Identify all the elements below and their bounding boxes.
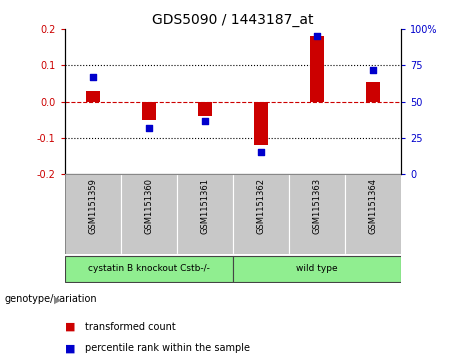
Text: GSM1151361: GSM1151361 — [200, 178, 209, 234]
Text: cystatin B knockout Cstb-/-: cystatin B knockout Cstb-/- — [88, 264, 210, 273]
Text: ■: ■ — [65, 322, 75, 332]
Bar — [121, 174, 177, 254]
Title: GDS5090 / 1443187_at: GDS5090 / 1443187_at — [152, 13, 313, 26]
Text: GSM1151364: GSM1151364 — [368, 178, 378, 234]
Text: wild type: wild type — [296, 264, 338, 273]
Text: percentile rank within the sample: percentile rank within the sample — [85, 343, 250, 354]
Point — [201, 118, 208, 123]
Point — [257, 150, 265, 155]
Text: genotype/variation: genotype/variation — [5, 294, 97, 305]
Bar — [345, 174, 401, 254]
Bar — [254, 102, 268, 145]
Text: GSM1151360: GSM1151360 — [144, 178, 153, 234]
Text: GSM1151363: GSM1151363 — [313, 178, 321, 234]
Bar — [65, 256, 233, 282]
Bar — [366, 82, 380, 102]
Point — [89, 74, 96, 80]
Text: GSM1151359: GSM1151359 — [88, 178, 97, 234]
Bar — [310, 36, 324, 102]
Bar — [86, 91, 100, 102]
Text: GSM1151362: GSM1151362 — [256, 178, 266, 234]
Bar — [65, 174, 121, 254]
Point — [145, 125, 152, 131]
Point — [369, 67, 377, 73]
Bar — [198, 102, 212, 116]
Bar — [233, 256, 401, 282]
Point — [313, 33, 321, 39]
Bar — [142, 102, 156, 120]
Bar — [177, 174, 233, 254]
Bar — [289, 174, 345, 254]
Bar — [233, 174, 289, 254]
Text: ■: ■ — [65, 343, 75, 354]
Text: ▶: ▶ — [54, 294, 62, 305]
Text: transformed count: transformed count — [85, 322, 176, 332]
